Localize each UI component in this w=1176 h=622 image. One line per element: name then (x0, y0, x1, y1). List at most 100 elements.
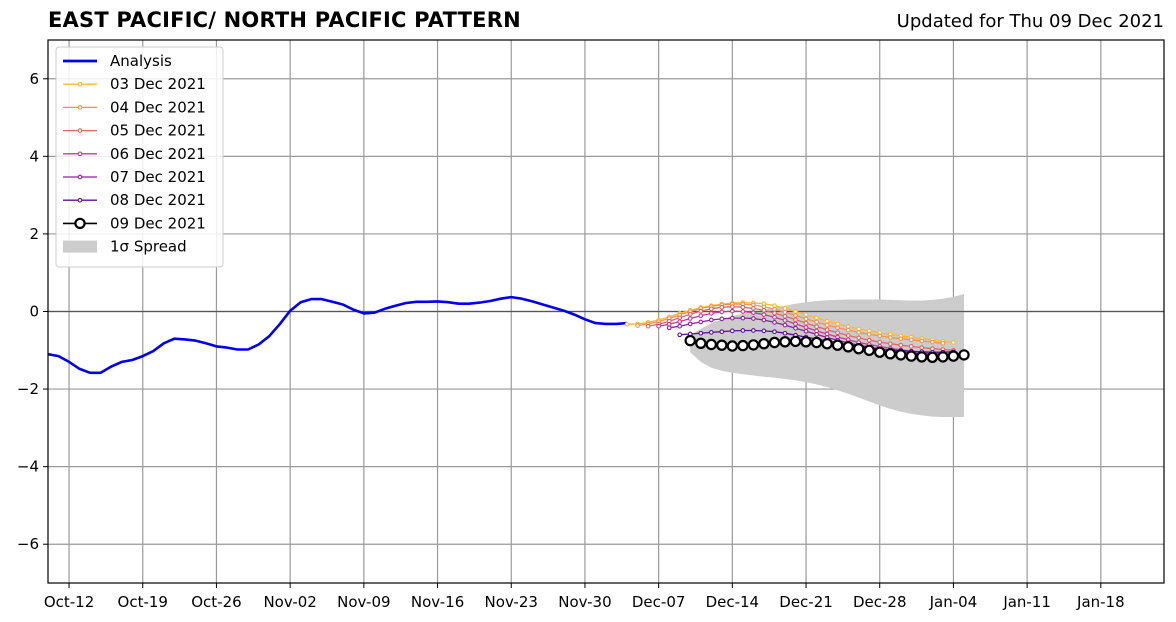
series-forecast-point (708, 330, 714, 335)
series-forecast-point (831, 339, 844, 351)
series-forecast-point (719, 304, 725, 310)
series-forecast-point (856, 335, 862, 341)
series-forecast-point (824, 327, 830, 333)
series-forecast-point (779, 336, 791, 348)
series-forecast-point (687, 321, 693, 327)
legend-swatch-marker (77, 128, 83, 133)
series-forecast-point (729, 304, 735, 310)
series-forecast-point (782, 309, 788, 315)
x-tick-label: Dec-14 (706, 593, 760, 611)
series-forecast-point (635, 323, 640, 328)
series-forecast-point (842, 341, 854, 353)
x-tick-label: Nov-09 (337, 593, 390, 611)
y-tick-label: 0 (29, 303, 39, 321)
x-tick-label: Nov-30 (558, 593, 611, 611)
series-forecast-point (751, 310, 756, 316)
x-tick-label: Nov-02 (263, 593, 316, 611)
series-forecast-point (772, 329, 777, 335)
x-tick-label: Oct-26 (191, 593, 241, 611)
series-forecast-point (814, 324, 819, 329)
x-tick-label: Nov-23 (485, 593, 538, 611)
series-forecast-point (782, 313, 788, 319)
series-forecast-point (810, 336, 823, 349)
legend-label: 05 Dec 2021 (110, 122, 206, 140)
y-tick-label: −6 (17, 535, 39, 553)
legend-swatch-spread (63, 240, 97, 253)
y-tick-label: 2 (29, 225, 39, 243)
legend-box (55, 46, 224, 268)
series-forecast-point (803, 312, 809, 317)
series-forecast-point (772, 306, 777, 312)
series-forecast-point (719, 329, 725, 335)
series-forecast-point (761, 307, 767, 313)
series-forecast-point (751, 328, 756, 333)
series-forecast-point (877, 333, 883, 339)
legend-swatch-marker (77, 151, 83, 157)
series-forecast-point (874, 346, 886, 358)
x-tick-label: Dec-21 (779, 593, 833, 611)
series-forecast-point (719, 316, 725, 322)
series-forecast-point (666, 325, 672, 331)
series-forecast-point (835, 321, 840, 327)
series-forecast-point (695, 337, 707, 349)
series-forecast-point (782, 322, 788, 328)
series-forecast-point (740, 309, 746, 314)
legend-swatch-marker (77, 197, 83, 203)
series-forecast-point (905, 350, 918, 362)
legend-swatch-marker (77, 174, 83, 180)
y-tick-label: 4 (29, 147, 39, 165)
series-forecast-point (845, 327, 851, 333)
legend-label: 06 Dec 2021 (110, 145, 206, 163)
series-forecast-point (919, 345, 925, 350)
legend-label: 07 Dec 2021 (110, 168, 206, 186)
series-forecast-point (656, 323, 661, 329)
series-forecast-point (908, 344, 914, 349)
x-tick-label: Oct-19 (118, 593, 168, 611)
series-forecast-point (908, 337, 914, 343)
series-forecast-point (698, 313, 704, 319)
series-forecast-point (772, 320, 777, 325)
series-forecast-point (793, 321, 798, 327)
series-forecast-point (677, 319, 683, 324)
legend-label: 1σ Spread (110, 238, 187, 256)
series-forecast-point (824, 322, 830, 328)
series-forecast-point (687, 311, 693, 317)
series-forecast-point (824, 318, 830, 324)
series-forecast-point (887, 335, 893, 340)
series-forecast-point (863, 344, 875, 356)
series-forecast-point (716, 339, 728, 351)
series-forecast-point (789, 335, 802, 348)
series-forecast-point (740, 304, 746, 310)
y-tick-label: −2 (17, 380, 39, 398)
series-forecast-point (951, 340, 956, 345)
series-forecast-point (768, 336, 781, 349)
series-forecast-point (729, 315, 735, 321)
series-forecast-point (698, 319, 704, 325)
series-forecast-point (677, 315, 683, 321)
chart-updated-date: Updated for Thu 09 Dec 2021 (896, 11, 1164, 32)
series-forecast-point (782, 318, 788, 323)
series-forecast-point (740, 315, 746, 321)
y-tick-label: −4 (17, 458, 39, 476)
series-forecast-point (835, 325, 840, 331)
legend-swatch-marker (77, 81, 83, 87)
legend-label: 08 Dec 2021 (110, 191, 206, 209)
series-forecast-point (761, 328, 767, 334)
series-forecast-point (677, 332, 683, 338)
series-forecast-point (937, 351, 949, 363)
series-forecast-point (898, 342, 904, 348)
series-forecast-point (747, 339, 760, 351)
series-forecast-point (793, 325, 798, 331)
series-forecast-point (898, 336, 904, 342)
series-forecast-point (737, 339, 749, 352)
series-forecast-point (793, 317, 798, 322)
series-forecast-point (624, 321, 630, 327)
series-forecast-point (940, 340, 946, 346)
x-tick-label: Nov-16 (411, 593, 464, 611)
series-forecast-point (772, 310, 777, 316)
series-forecast-line (669, 317, 954, 356)
series-forecast-point (947, 350, 960, 362)
series-forecast-point (782, 306, 788, 311)
series-forecast-point (708, 311, 714, 316)
